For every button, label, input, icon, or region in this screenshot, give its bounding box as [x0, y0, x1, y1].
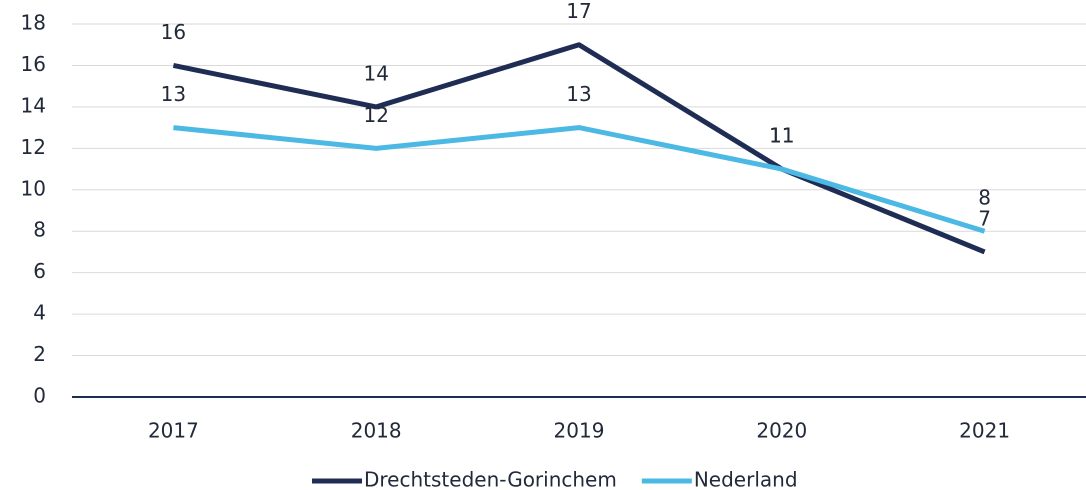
y-tick-label: 14	[21, 93, 46, 117]
y-tick-label: 4	[33, 301, 46, 325]
y-tick-label: 6	[33, 259, 46, 283]
y-tick-label: 12	[21, 135, 46, 159]
legend-label: Drechtsteden-Gorinchem	[364, 468, 617, 490]
data-label: 8	[978, 186, 991, 210]
y-tick-label: 10	[21, 176, 46, 200]
x-tick-label: 2019	[554, 419, 605, 443]
y-tick-label: 18	[21, 11, 46, 35]
data-label: 13	[566, 82, 591, 106]
y-tick-label: 16	[21, 52, 46, 76]
series-line	[173, 125, 986, 234]
legend-label: Nederland	[694, 468, 798, 490]
data-label: 11	[769, 124, 794, 148]
data-label: 7	[978, 206, 991, 230]
x-tick-label: 2020	[756, 419, 807, 443]
y-tick-label: 2	[33, 342, 46, 366]
y-tick-label: 0	[33, 384, 46, 408]
x-tick-label: 2021	[959, 419, 1010, 443]
data-label: 13	[161, 82, 186, 106]
data-label: 14	[363, 61, 388, 85]
data-label: 16	[161, 20, 186, 44]
data-label: 11	[769, 124, 794, 148]
data-label: 12	[363, 103, 388, 127]
y-tick-label: 8	[33, 218, 46, 242]
x-tick-label: 2018	[351, 419, 402, 443]
data-label: 17	[566, 0, 591, 23]
x-tick-label: 2017	[148, 419, 199, 443]
series-line	[172, 42, 986, 255]
